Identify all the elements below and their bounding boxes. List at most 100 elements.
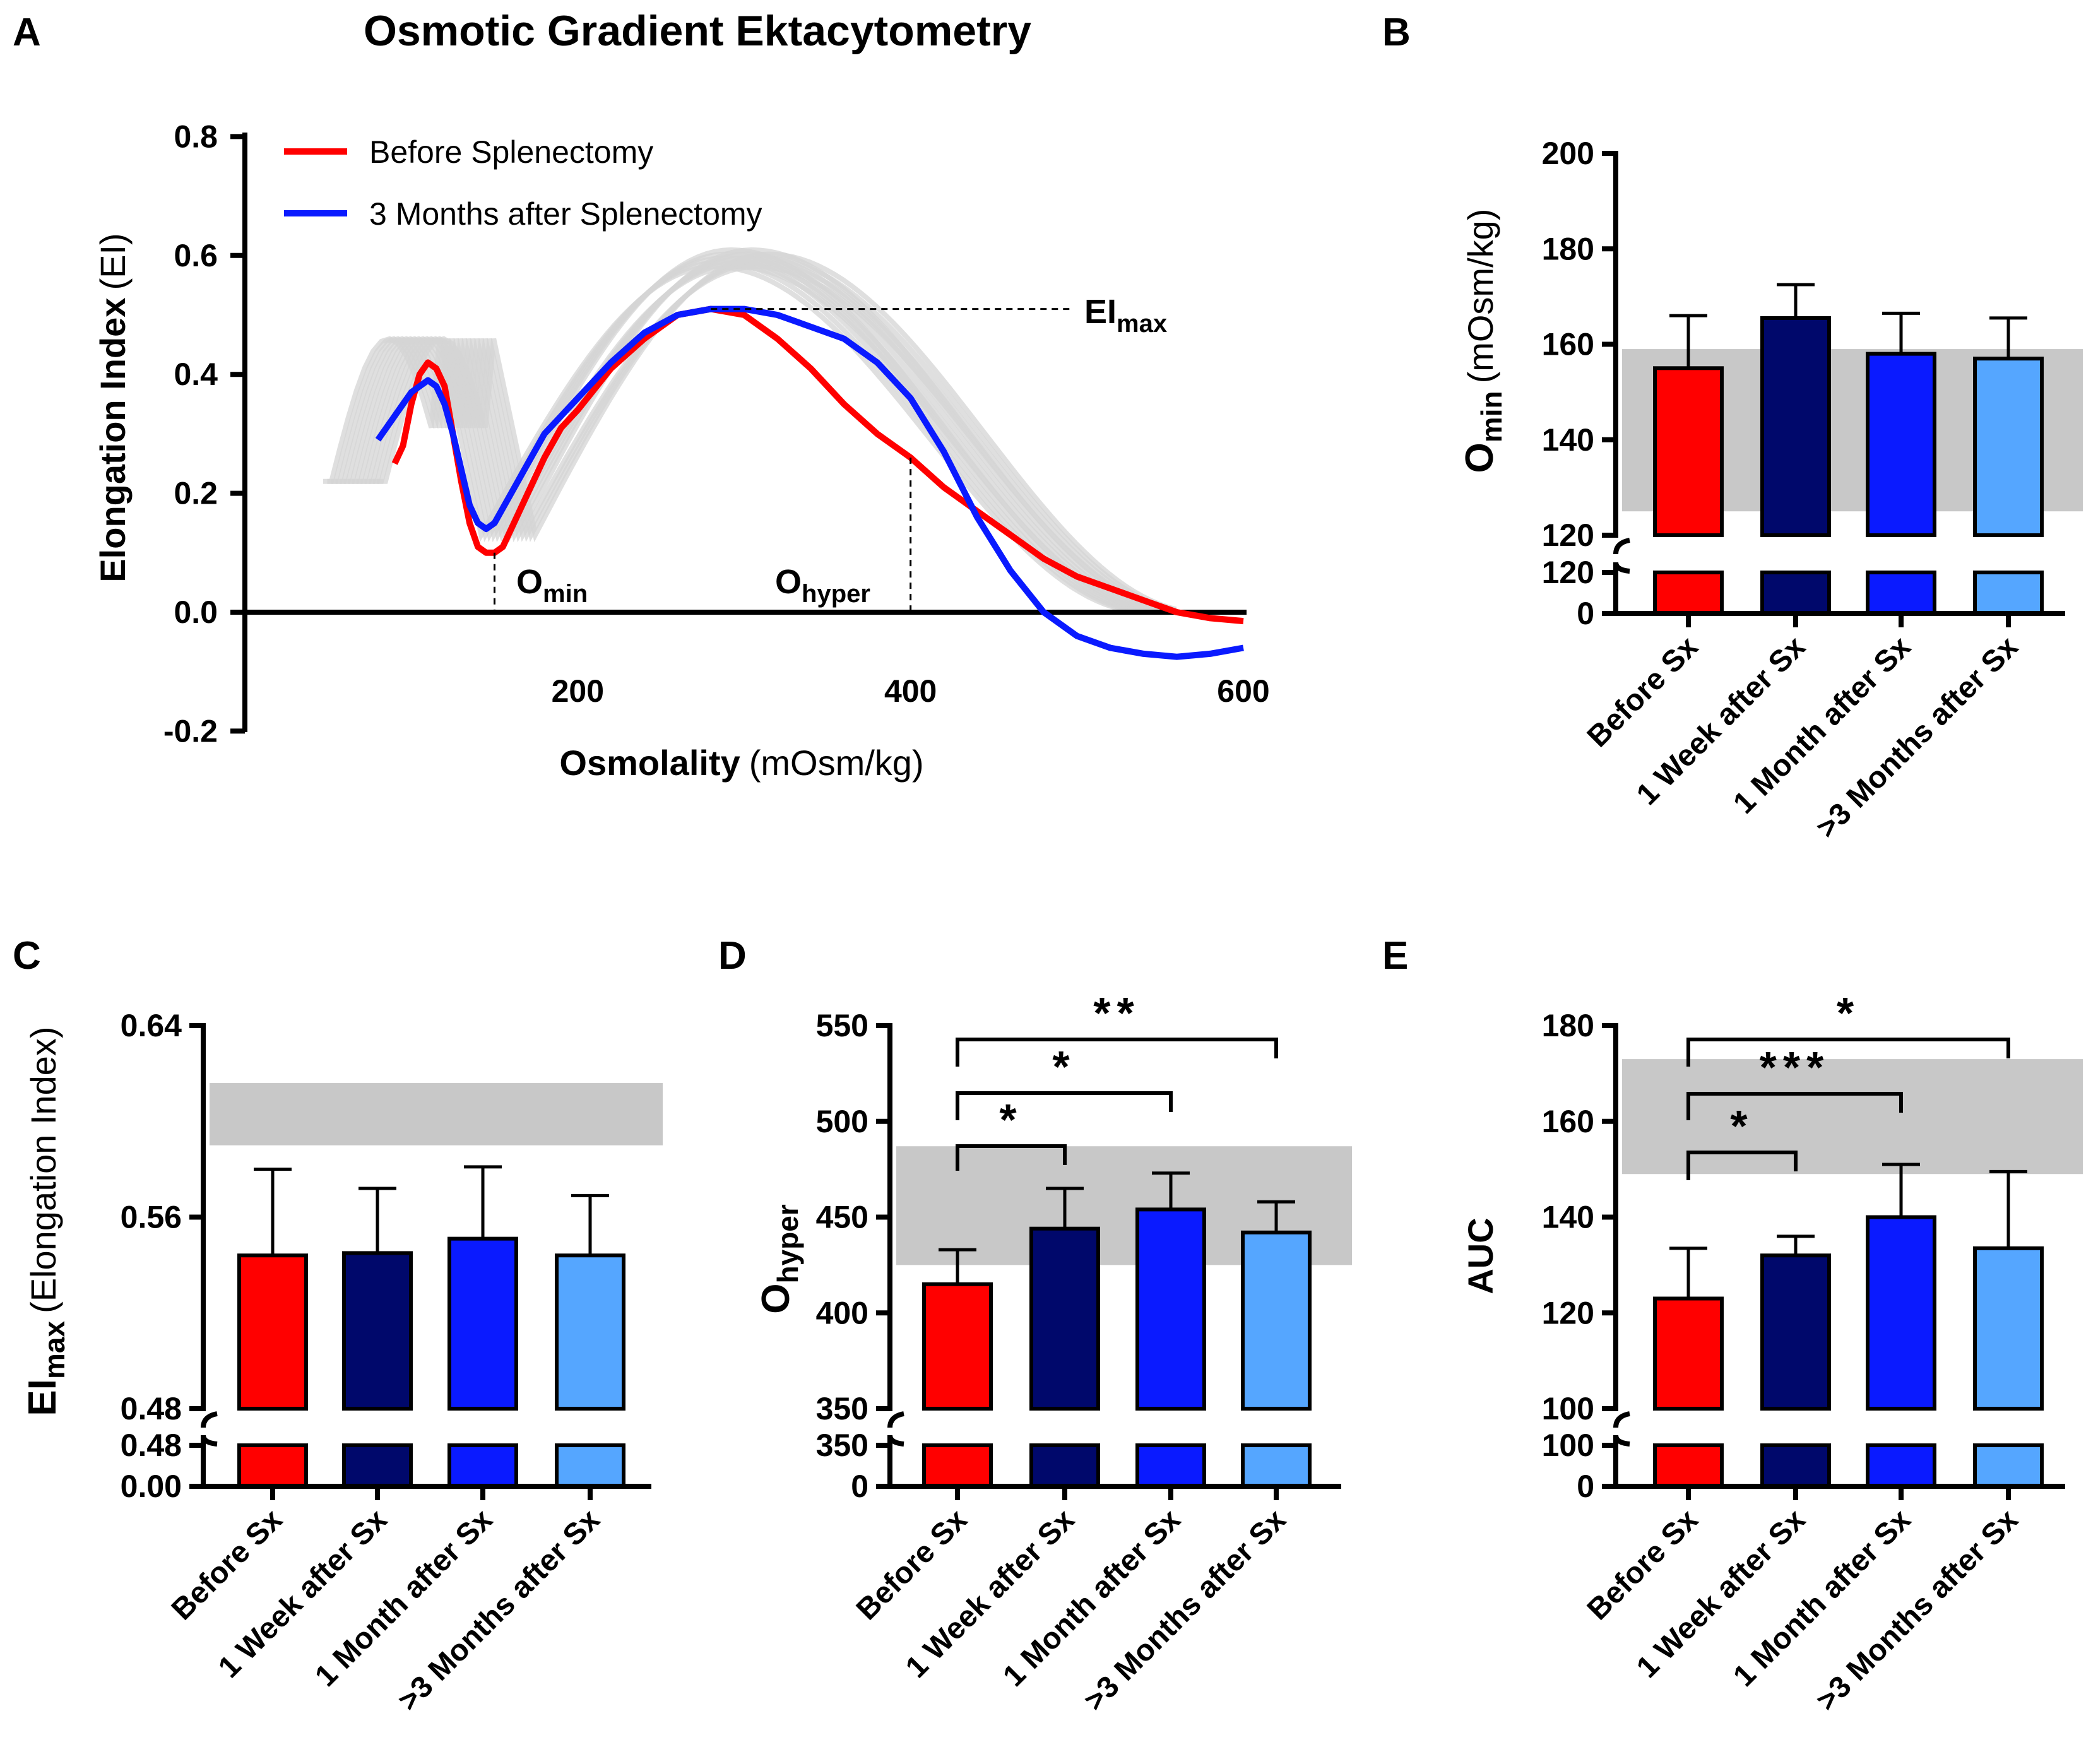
control-curves (323, 247, 1177, 615)
bar-lower-segment (1760, 571, 1831, 615)
significance-label: * (1730, 1101, 1753, 1151)
panel-a: A Osmotic Gradient Ektacytometry -0.2 0.0… (13, 7, 1270, 783)
ytick-label: 0 (851, 1469, 868, 1504)
control-curve (343, 264, 1176, 615)
significance-bracket (1686, 1038, 2010, 1067)
panel-c: C EImax(Elongation Index) 0.48 0.56 0.64 0.… (13, 934, 663, 1717)
panel-a-xtick-label: 600 (1217, 673, 1269, 709)
legend-label-3months: 3 Months after Splenectomy (369, 196, 762, 232)
control-curve (373, 256, 1173, 612)
bar (1135, 1207, 1206, 1411)
panel-b-ylabel: Omin(mOsm/kg) (1458, 209, 1508, 473)
category-label: >3 Months after Sx (1810, 630, 2025, 844)
ytick-label: 180 (1542, 231, 1594, 266)
bar (922, 1282, 993, 1411)
bar-lower-segment (447, 1443, 518, 1488)
ytick-label: 350 (816, 1428, 868, 1463)
panel-b-letter: B (1382, 11, 1411, 54)
eimax-annotation: EImax (1084, 293, 1167, 338)
series-line-before (391, 305, 1244, 625)
panel-d-ylabel: Ohyper (754, 1204, 804, 1314)
ytick-label: 200 (1542, 136, 1594, 171)
ytick-label: 160 (1542, 327, 1594, 362)
bar-lower-segment (1973, 571, 2044, 615)
bar (1866, 352, 1936, 537)
panel-a-xtick-label: 200 (552, 673, 604, 709)
category-label: 1 Month after Sx (309, 1503, 499, 1693)
ytick-label: 0.64 (121, 1008, 182, 1043)
panel-a-xtick-label: 400 (884, 673, 937, 709)
omin-annotation: Omin (516, 563, 588, 608)
category-label: 1 Month after Sx (997, 1503, 1187, 1693)
significance-label: * (999, 1095, 1022, 1144)
ytick-label: 0.48 (121, 1428, 182, 1463)
panel-e-ylabel: AUC (1461, 1217, 1500, 1294)
ytick-label: 140 (1542, 422, 1594, 458)
significance-bracket (956, 1091, 1173, 1120)
legend-label-before: Before Splenectomy (369, 134, 653, 170)
panel-a-ytick-label: -0.2 (163, 713, 218, 749)
panel-c-ylabel: EImax(Elongation Index) (21, 1026, 71, 1416)
control-curve (323, 264, 1172, 615)
bar-lower-segment (1241, 1443, 1312, 1488)
category-label: 1 Month after Sx (1727, 630, 1917, 820)
bar-lower-segment (922, 1443, 993, 1488)
bar-lower-segment (1653, 1443, 1724, 1488)
significance-bracket (956, 1038, 1278, 1067)
significance-label: ** (1093, 988, 1140, 1038)
bar-lower-segment (1029, 1443, 1100, 1488)
control-curve (369, 259, 1176, 613)
bar (342, 1251, 413, 1411)
ytick-label: 100 (1542, 1391, 1594, 1426)
bar-lower-segment (1135, 1443, 1206, 1488)
bar (555, 1253, 625, 1411)
reference-band (1622, 1059, 2083, 1175)
ytick-label: 500 (816, 1104, 868, 1139)
control-curve (377, 251, 1177, 612)
ytick-label: 160 (1542, 1104, 1594, 1139)
ytick-label: 350 (816, 1391, 868, 1426)
ytick-label: 550 (816, 1008, 868, 1043)
bar (1029, 1226, 1100, 1411)
panel-a-axes: -0.2 0.0 0.2 0.4 0.6 0.8 200 400 600 (163, 119, 1270, 749)
bar-lower-segment (1866, 1443, 1936, 1488)
ytick-label: 0.00 (121, 1469, 182, 1504)
bar-lower-segment (342, 1443, 413, 1488)
reference-band (210, 1083, 663, 1145)
panel-a-ytick-label: 0.8 (174, 119, 218, 154)
bar-lower-segment (1866, 571, 1936, 615)
panel-a-ytick-label: 0.6 (174, 238, 218, 273)
bar (1973, 1246, 2044, 1411)
bar-lower-segment (555, 1443, 625, 1488)
panel-a-ylabel: Elongation Index(EI) (93, 233, 133, 582)
significance-label: *** (1760, 1043, 1830, 1092)
ytick-label: 120 (1542, 1295, 1594, 1330)
bar-lower-segment (1653, 571, 1724, 615)
bar (1653, 366, 1724, 537)
ytick-label: 0 (1577, 596, 1594, 631)
bar-lower-segment (237, 1443, 308, 1488)
bar (1241, 1230, 1312, 1411)
category-label: 1 Month after Sx (1727, 1503, 1917, 1693)
bar (1866, 1215, 1936, 1411)
category-label: >3 Months after Sx (392, 1503, 607, 1717)
bar-lower-segment (1760, 1443, 1831, 1488)
panel-b: B Omin(mOsm/kg) 1201401601802000120Befor… (1382, 11, 2083, 844)
panel-d-letter: D (718, 934, 747, 978)
ytick-label: 120 (1542, 518, 1594, 553)
significance-bracket (1686, 1092, 1903, 1120)
significance-bracket (1686, 1151, 1798, 1180)
ytick-label: 400 (816, 1295, 868, 1330)
panel-a-ytick-label: 0.2 (174, 476, 218, 511)
axis-break-upper (201, 1411, 218, 1428)
ohyper-annotation: Ohyper (775, 563, 870, 608)
bar (1653, 1296, 1724, 1411)
category-label: >3 Months after Sx (1078, 1503, 1293, 1717)
significance-label: * (1837, 988, 1860, 1038)
